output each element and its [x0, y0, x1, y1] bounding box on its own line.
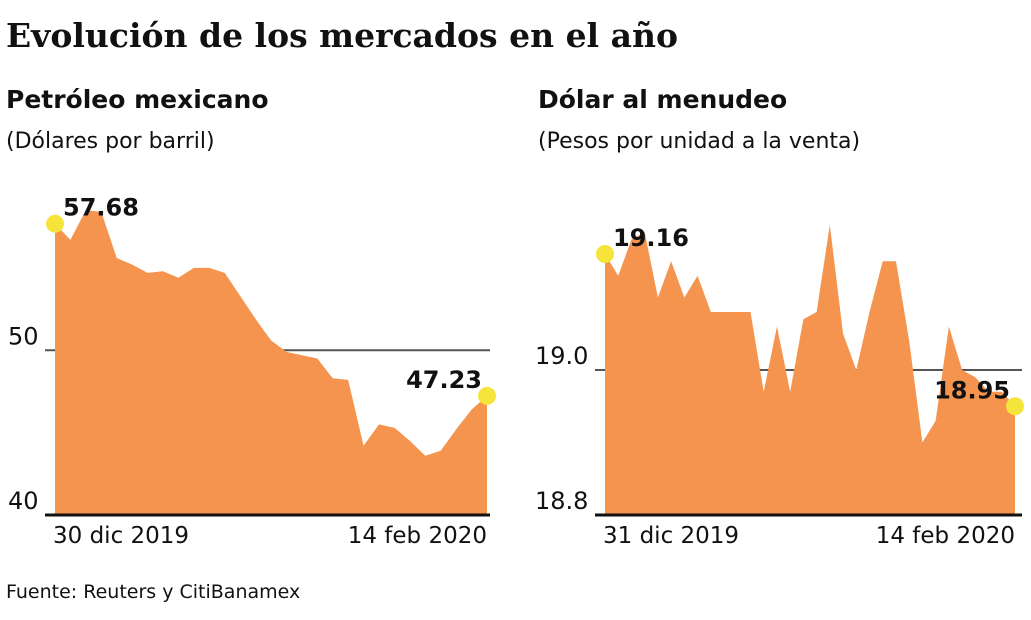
chart-subtitle: (Dólares por barril) — [6, 129, 215, 154]
chart-subtitle: (Pesos por unidad a la venta) — [538, 129, 860, 154]
x-tick-label: 14 feb 2020 — [348, 523, 487, 549]
area — [55, 210, 487, 515]
highlight-marker — [478, 386, 496, 405]
chart-title: Dólar al menudeo — [538, 85, 787, 114]
x-tick-label: 31 dic 2019 — [603, 523, 739, 549]
highlight-marker — [596, 245, 614, 263]
value-label: 18.95 — [934, 376, 1010, 404]
y-tick-label: 18.8 — [535, 487, 588, 515]
value-label: 47.23 — [406, 366, 482, 394]
y-tick-label: 40 — [8, 487, 39, 515]
highlight-marker — [46, 214, 64, 233]
chart-title: Petróleo mexicano — [6, 85, 269, 114]
x-tick-label: 30 dic 2019 — [53, 523, 189, 549]
value-label: 19.16 — [613, 224, 689, 252]
area — [605, 225, 1015, 515]
y-tick-label: 50 — [8, 322, 39, 350]
value-label: 57.68 — [63, 194, 139, 222]
main-title: Evolución de los mercados en el año — [6, 16, 678, 55]
y-tick-label: 19.0 — [535, 342, 588, 370]
x-tick-label: 14 feb 2020 — [876, 523, 1015, 549]
highlight-marker — [1006, 397, 1024, 416]
source: Fuente: Reuters y CitiBanamex — [6, 581, 300, 603]
